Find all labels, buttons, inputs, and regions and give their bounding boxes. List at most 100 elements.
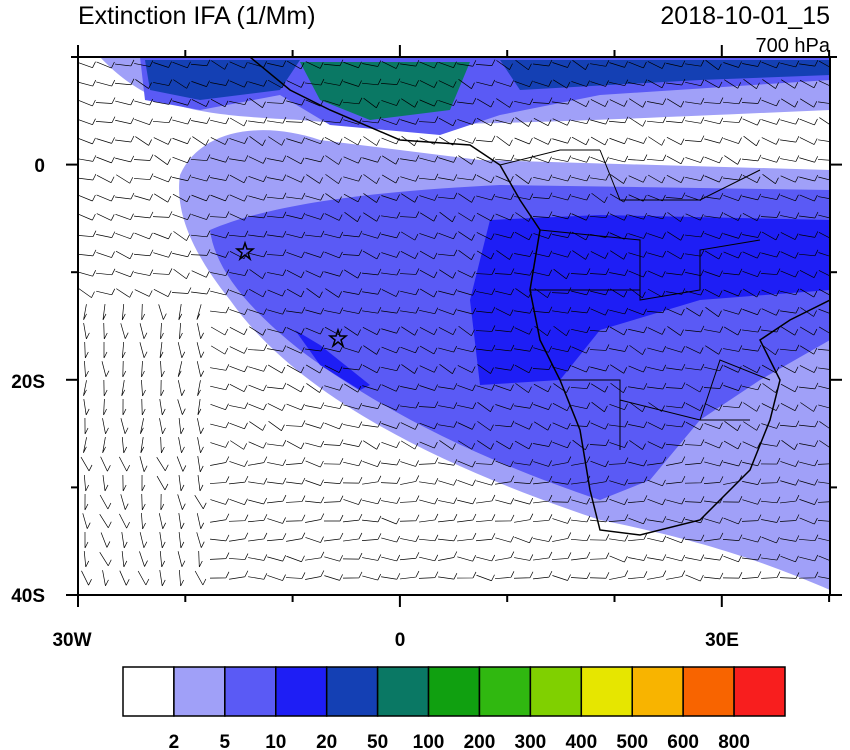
- wind-barb: [572, 60, 589, 70]
- wind-barb: [685, 288, 705, 296]
- colorbar-label: 100: [413, 732, 445, 750]
- wind-barb: [608, 514, 629, 522]
- wind-barb: [401, 326, 419, 336]
- wind-barb: [115, 98, 135, 106]
- wind-barb: [305, 137, 324, 145]
- wind-barb: [342, 552, 363, 560]
- wind-barb: [589, 268, 610, 275]
- wind-barb: [286, 555, 305, 563]
- lat-label: 0: [34, 156, 45, 177]
- wind-barb: [381, 384, 400, 392]
- wind-barb: [419, 422, 438, 430]
- wind-barb: [648, 402, 665, 412]
- wind-barb: [286, 212, 306, 220]
- wind-barb: [760, 476, 781, 484]
- wind-barb: [122, 474, 127, 492]
- wind-barb: [609, 326, 628, 336]
- wind-barb: [780, 535, 800, 542]
- wind-barb: [95, 116, 116, 123]
- wind-barb: [552, 307, 572, 314]
- wind-barb: [141, 474, 146, 492]
- wind-barb: [761, 536, 780, 544]
- wind-barb: [99, 514, 112, 528]
- wind-barb: [780, 135, 800, 143]
- wind-barb: [685, 174, 705, 182]
- wind-barb: [139, 456, 148, 472]
- wind-barb: [457, 532, 477, 542]
- wind-barb: [495, 193, 515, 200]
- wind-barb: [197, 323, 204, 339]
- wind-barb: [400, 288, 420, 296]
- wind-barb: [342, 249, 363, 256]
- wind-barb: [103, 398, 107, 416]
- wind-barb: [96, 231, 116, 238]
- wind-barb: [305, 479, 324, 486]
- wind-barb: [115, 155, 135, 163]
- wind-barb: [742, 154, 762, 162]
- wind-barb: [704, 553, 724, 561]
- wind-barb: [229, 155, 249, 162]
- wind-barb: [571, 498, 591, 505]
- wind-barb: [400, 118, 419, 125]
- wind-barb: [628, 459, 648, 467]
- wind-barb: [305, 364, 324, 374]
- wind-barb: [647, 194, 666, 202]
- wind-barb: [153, 232, 172, 240]
- wind-barb: [419, 345, 438, 355]
- wind-barb: [761, 403, 780, 411]
- wind-barb: [115, 135, 135, 143]
- wind-barb: [381, 517, 400, 525]
- wind-barb: [533, 346, 552, 353]
- wind-barb: [609, 535, 629, 542]
- wind-barb: [627, 533, 648, 542]
- wind-barb: [305, 61, 324, 69]
- wind-barb: [799, 498, 818, 505]
- wind-barb: [666, 288, 686, 295]
- wind-barbs: [78, 59, 830, 587]
- wind-barb: [209, 476, 230, 484]
- wind-barb: [647, 251, 667, 258]
- wind-barb: [608, 457, 629, 465]
- wind-barb: [82, 513, 91, 529]
- wind-barb: [324, 213, 343, 221]
- wind-barb: [533, 383, 552, 393]
- wind-barb: [419, 269, 438, 279]
- wind-barb: [457, 513, 477, 523]
- wind-barb: [458, 231, 475, 241]
- wind-barb: [722, 496, 743, 503]
- wind-barb: [818, 326, 830, 334]
- wind-barb: [267, 230, 287, 238]
- wind-barb: [194, 570, 207, 586]
- wind-barb: [495, 440, 514, 450]
- wind-barb: [121, 380, 126, 397]
- wind-barb: [552, 155, 572, 162]
- wind-barb: [647, 288, 666, 298]
- wind-barb: [381, 155, 400, 165]
- wind-barb: [343, 383, 362, 393]
- wind-barb: [343, 80, 362, 87]
- wind-barb: [685, 383, 704, 393]
- wind-barb: [704, 517, 723, 524]
- wind-barb: [742, 383, 762, 391]
- wind-barb: [78, 270, 97, 277]
- wind-barb: [267, 439, 287, 447]
- wind-barb: [137, 570, 150, 586]
- wind-barb: [438, 80, 457, 88]
- wind-barb: [121, 341, 126, 359]
- wind-barb: [742, 270, 761, 278]
- wind-barb: [134, 232, 153, 240]
- wind-barb: [438, 345, 458, 353]
- wind-barb: [610, 250, 628, 260]
- wind-barb: [177, 494, 186, 510]
- wind-barb: [685, 79, 705, 87]
- wind-barb: [172, 156, 191, 164]
- wind-barb: [381, 194, 400, 201]
- wind-barb: [102, 418, 109, 435]
- wind-barb: [103, 322, 108, 340]
- wind-barb: [141, 512, 146, 530]
- wind-barb: [362, 402, 382, 409]
- wind-barb: [647, 61, 666, 69]
- wind-barb: [552, 478, 572, 485]
- wind-barb: [191, 117, 211, 124]
- wind-barb: [381, 346, 400, 354]
